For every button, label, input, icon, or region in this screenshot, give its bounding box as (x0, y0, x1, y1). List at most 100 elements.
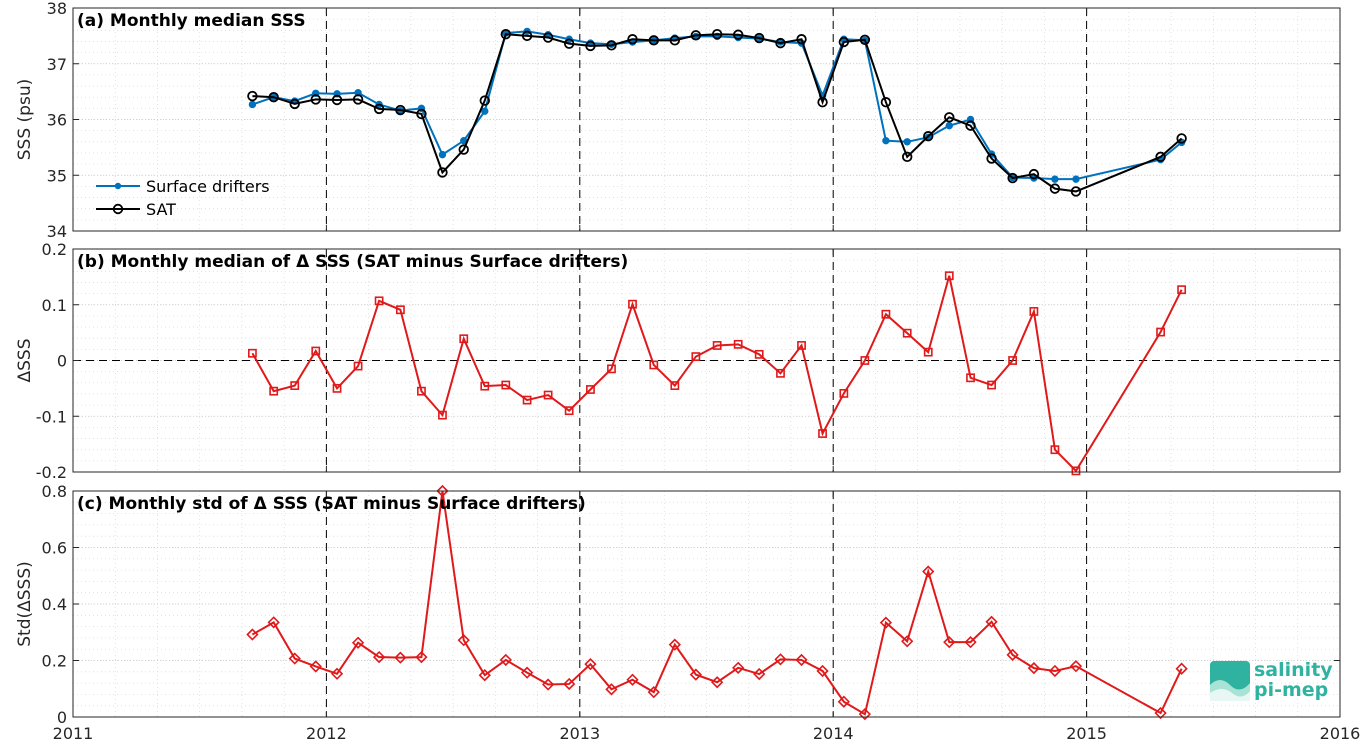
panel-1: 34 35 36 37 38 SSS (psu) (a) Monthly median SS… (15, 0, 1341, 241)
data-point (1070, 186, 1082, 197)
data-point (732, 29, 744, 40)
panel-title: (c) Monthly std of Δ SSS (SAT minus Surf… (77, 494, 586, 514)
data-point (944, 112, 955, 123)
data-point (1007, 172, 1018, 184)
data-point (733, 339, 743, 349)
data-point (859, 34, 871, 45)
x-tick-label: 2012 (306, 724, 347, 743)
data-point (457, 634, 470, 647)
data-point (247, 90, 258, 102)
data-point (1071, 466, 1081, 476)
data-point (479, 95, 490, 106)
data-point (818, 429, 827, 438)
y-tick-label: 0.8 (42, 482, 67, 501)
data-point (394, 651, 407, 664)
data-point (628, 299, 637, 309)
data-point (607, 364, 616, 374)
data-point (522, 395, 532, 405)
data-point (1175, 662, 1188, 675)
y-axis-label: SSS (psu) (15, 79, 35, 160)
data-point (691, 352, 701, 361)
data-point (586, 385, 595, 394)
data-point (966, 373, 975, 383)
data-point (290, 381, 300, 390)
data-point (480, 381, 490, 391)
data-point (1006, 648, 1019, 661)
y-tick-label: 0.1 (42, 296, 67, 315)
data-point (986, 153, 997, 164)
x-tick-label: 2016 (1320, 724, 1361, 743)
legend-label: SAT (146, 200, 176, 219)
data-point (985, 615, 998, 628)
data-point (1156, 327, 1165, 337)
data-point (796, 34, 807, 45)
data-point (543, 390, 553, 400)
data-point (1029, 307, 1039, 316)
data-point (267, 616, 280, 629)
data-point (373, 103, 385, 115)
data-point (268, 91, 279, 103)
data-point (438, 410, 447, 420)
data-point (248, 100, 257, 109)
data-point (923, 131, 934, 142)
y-tick-label: 0.4 (42, 595, 67, 614)
data-point (879, 616, 893, 629)
y-tick-label: -0.2 (36, 463, 67, 482)
data-point (563, 677, 576, 691)
data-point (309, 660, 322, 673)
series-line (251, 490, 1183, 716)
data-point (584, 658, 597, 671)
data-point (903, 138, 911, 146)
data-point (943, 636, 956, 649)
panel-title: (a) Monthly median SSS (77, 11, 306, 31)
data-point (1049, 183, 1061, 194)
data-point (902, 328, 912, 338)
data-point (965, 120, 976, 131)
data-point (711, 676, 724, 689)
data-point (711, 29, 723, 40)
data-point (837, 695, 850, 708)
data-point (331, 94, 343, 106)
data-point (1050, 445, 1060, 455)
data-point (945, 121, 953, 130)
data-point (647, 686, 660, 699)
data-point (459, 334, 469, 344)
legend-label: Surface drifters (146, 177, 270, 196)
data-point (754, 349, 764, 359)
data-point (1028, 168, 1040, 180)
legend-marker (112, 203, 124, 215)
data-point (374, 296, 384, 306)
logo-wave-icon (1210, 661, 1250, 701)
data-point (585, 40, 596, 52)
data-point (1176, 133, 1187, 144)
data-point (817, 97, 828, 108)
data-point (481, 107, 489, 115)
data-point (501, 380, 511, 390)
panel-2: -0.2 -0.1 0 0.1 0.2 ΔSSS (b) Monthly median of… (15, 240, 1341, 482)
data-point (689, 668, 702, 681)
panel-3: 0 0.2 0.4 0.6 0.8 Std(ΔSSS) (c) Monthly std of… (15, 482, 1341, 727)
data-point (288, 652, 301, 665)
data-point (901, 635, 914, 648)
data-point (923, 347, 933, 357)
x-tick-label: 2014 (813, 724, 854, 743)
data-point (310, 94, 321, 105)
data-point (1051, 175, 1059, 183)
axes-box (72, 248, 1341, 473)
data-point (269, 386, 279, 396)
y-tick-label: 37 (47, 55, 67, 74)
y-tick-label: 0.2 (42, 240, 67, 259)
data-point (1155, 151, 1166, 163)
data-point (395, 305, 405, 315)
axes-box (72, 7, 1341, 232)
data-point (1177, 285, 1187, 295)
y-tick-label: 36 (47, 111, 67, 130)
data-point (1027, 661, 1041, 675)
data-point (520, 666, 534, 679)
data-point (1069, 660, 1083, 673)
panel-title: (b) Monthly median of Δ SSS (SAT minus S… (77, 252, 628, 272)
data-point (352, 94, 364, 105)
data-point (351, 636, 365, 649)
data-point (860, 356, 870, 365)
